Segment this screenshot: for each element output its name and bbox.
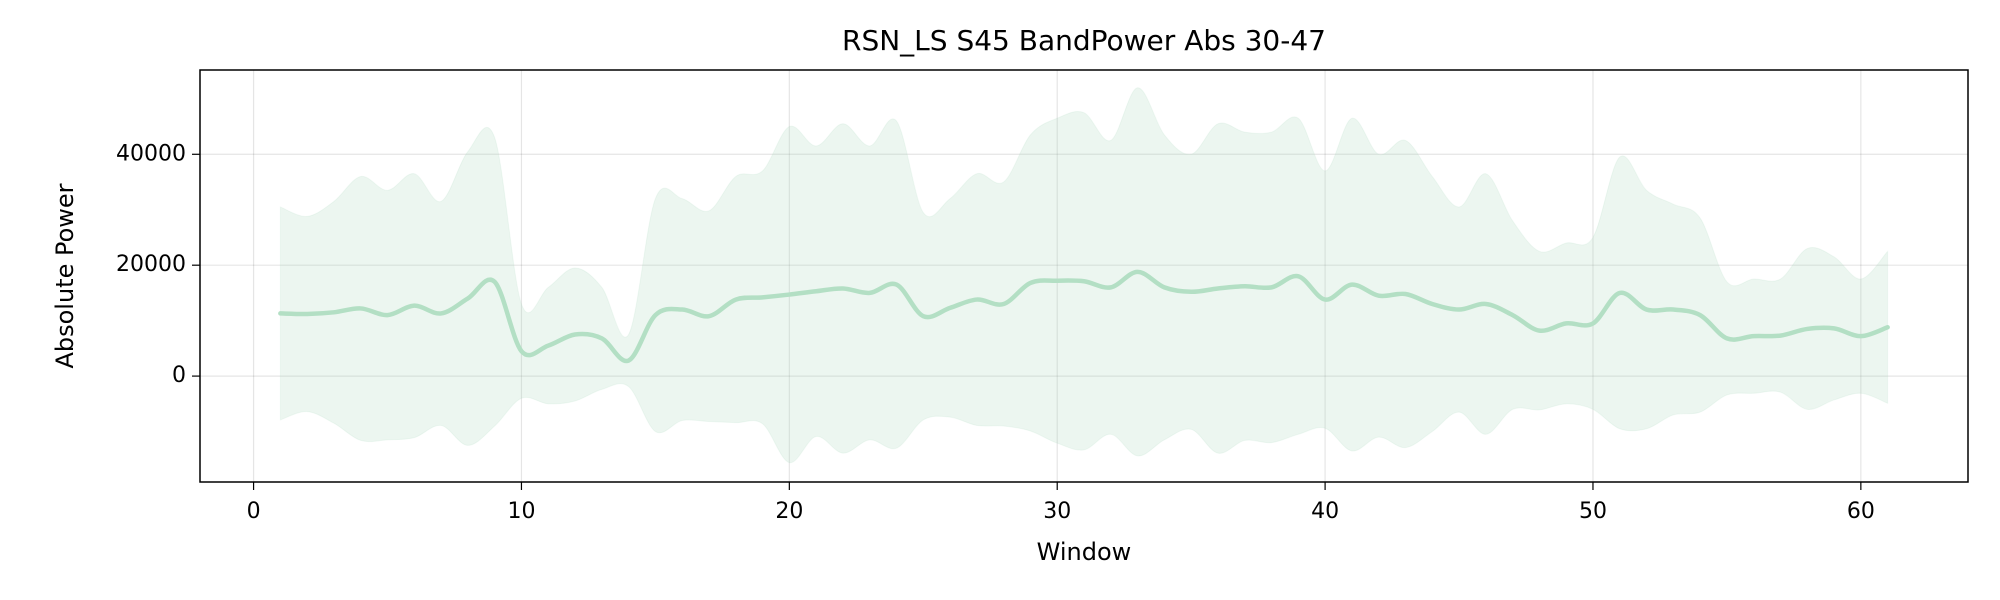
line [278, 269, 1890, 364]
plot-frame [199, 69, 1969, 483]
chart-title: RSN_LS S45 BandPower Abs 30-47 [842, 24, 1326, 57]
x-tick-label: 40 [1311, 499, 1339, 524]
y-tick-label: 40000 [116, 141, 186, 166]
x-tick-label: 50 [1579, 499, 1607, 524]
y-tick-label: 20000 [116, 252, 186, 277]
band [279, 87, 1889, 464]
y-axis-label: Absolute Power [51, 183, 79, 368]
x-axis-label: Window [1037, 538, 1132, 566]
y-tick-label: 0 [172, 363, 186, 388]
x-tick-label: 0 [247, 499, 261, 524]
x-tick-label: 10 [507, 499, 535, 524]
x-tick-label: 30 [1043, 499, 1071, 524]
x-tick-label: 60 [1847, 499, 1875, 524]
x-tick-label: 20 [775, 499, 803, 524]
